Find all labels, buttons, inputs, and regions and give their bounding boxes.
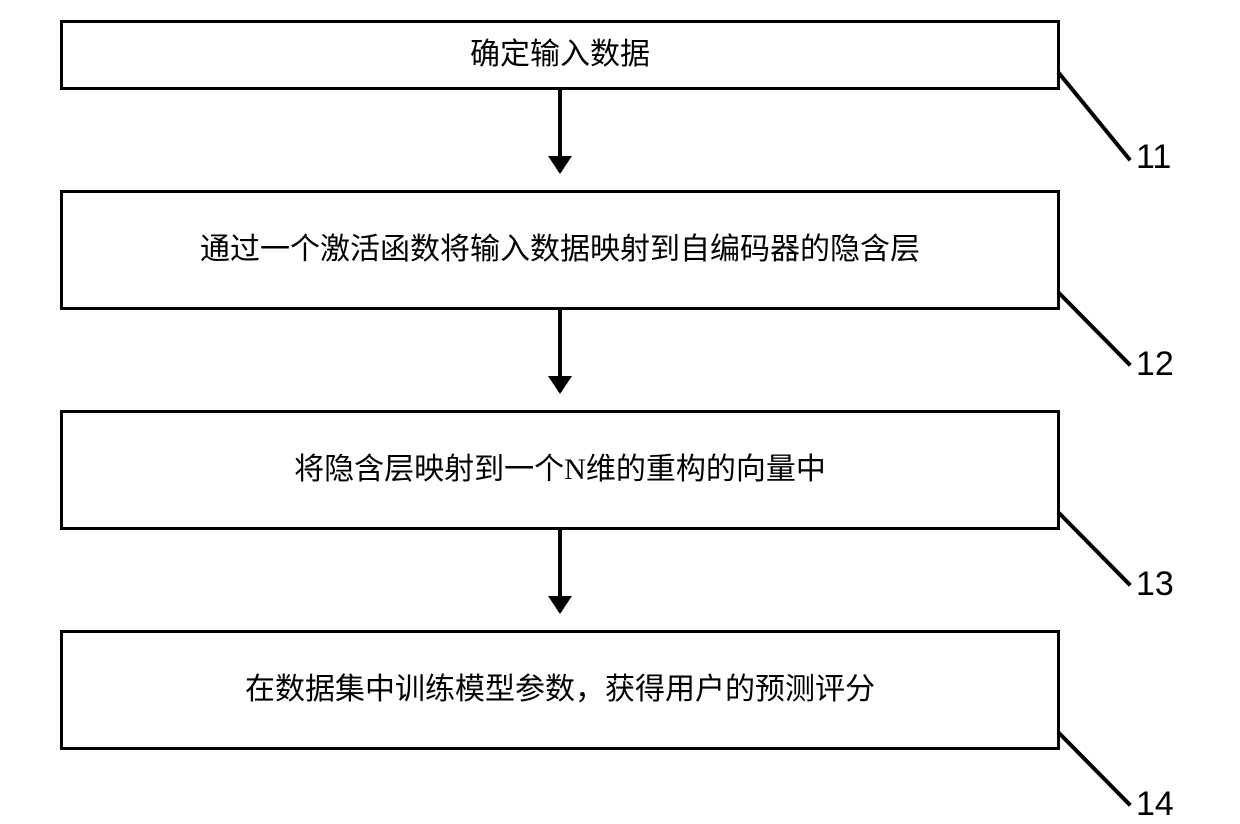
step-box-12: 通过一个激活函数将输入数据映射到自编码器的隐含层 [60,190,1060,310]
step-text: 在数据集中训练模型参数，获得用户的预测评分 [245,669,875,711]
step-text: 将隐含层映射到一个N维的重构的向量中 [294,449,826,491]
leader-line [1056,71,1131,162]
step-label-13: 13 [1136,565,1174,604]
flow-arrow [558,90,562,172]
leader-line [1057,511,1132,587]
step-text: 通过一个激活函数将输入数据映射到自编码器的隐含层 [200,229,920,271]
step-box-14: 在数据集中训练模型参数，获得用户的预测评分 [60,630,1060,750]
flow-arrow [558,310,562,392]
leader-line [1057,291,1132,367]
step-label-11: 11 [1136,138,1171,177]
step-box-11: 确定输入数据 [60,20,1060,90]
step-text: 确定输入数据 [470,34,650,76]
step-box-13: 将隐含层映射到一个N维的重构的向量中 [60,410,1060,530]
step-label-14: 14 [1136,785,1174,824]
step-label-12: 12 [1136,345,1174,384]
flow-arrow [558,530,562,612]
leader-line [1057,731,1132,807]
